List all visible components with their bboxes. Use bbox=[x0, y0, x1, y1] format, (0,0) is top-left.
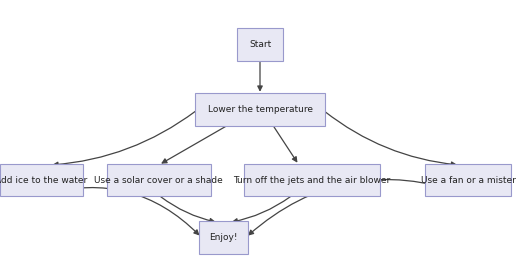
Text: Enjoy!: Enjoy! bbox=[210, 233, 238, 242]
Text: Turn off the jets and the air blower: Turn off the jets and the air blower bbox=[233, 176, 391, 185]
FancyBboxPatch shape bbox=[237, 28, 283, 61]
Text: Start: Start bbox=[249, 40, 271, 49]
FancyBboxPatch shape bbox=[195, 93, 325, 126]
FancyBboxPatch shape bbox=[199, 221, 249, 254]
Text: Lower the temperature: Lower the temperature bbox=[207, 105, 313, 114]
Text: Use a fan or a mister: Use a fan or a mister bbox=[421, 176, 515, 185]
Text: Add ice to the water: Add ice to the water bbox=[0, 176, 88, 185]
Text: Use a solar cover or a shade: Use a solar cover or a shade bbox=[94, 176, 223, 185]
FancyBboxPatch shape bbox=[244, 164, 380, 197]
FancyBboxPatch shape bbox=[425, 164, 511, 197]
FancyBboxPatch shape bbox=[107, 164, 211, 197]
FancyBboxPatch shape bbox=[0, 164, 83, 197]
